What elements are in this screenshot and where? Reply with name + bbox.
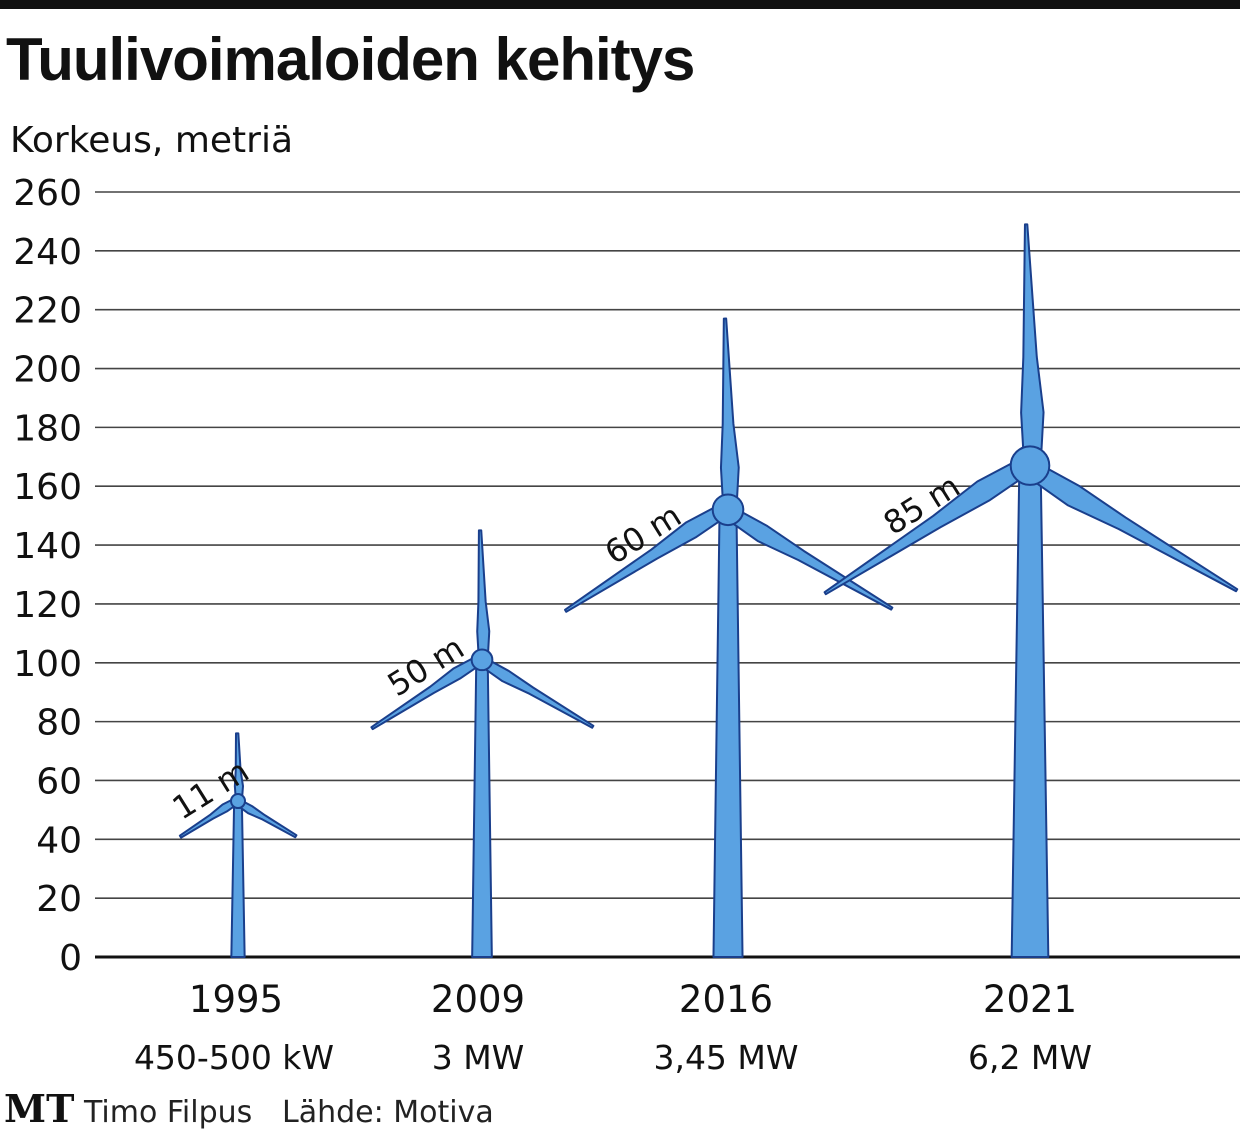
tower — [712, 508, 744, 958]
x-tick-label: 2016 — [679, 978, 773, 1021]
turbine-2009: 50 m — [370, 529, 595, 958]
y-tick-label: 220 — [13, 291, 82, 332]
tower — [1010, 464, 1050, 958]
power-label: 6,2 MW — [968, 1038, 1092, 1077]
turbine-2016: 60 m — [564, 317, 894, 958]
hub — [1009, 445, 1051, 486]
y-tick-label: 160 — [13, 467, 82, 508]
blade — [478, 656, 595, 729]
author-credit: Timo Filpus — [83, 1095, 252, 1129]
top-rule — [0, 0, 1240, 9]
y-tick-label: 60 — [36, 761, 82, 802]
turbine-1995: 11 m — [166, 732, 298, 958]
y-axis-label: Korkeus, metriä — [10, 120, 293, 161]
y-tick-label: 80 — [36, 703, 82, 744]
power-label: 450-500 kW — [134, 1038, 334, 1077]
chart-title: Tuulivoimaloiden kehitys — [6, 26, 694, 93]
x-tick-label: 2021 — [983, 978, 1077, 1021]
hub — [470, 648, 494, 672]
blade — [722, 504, 894, 611]
y-tick-label: 120 — [13, 585, 82, 626]
y-tick-label: 0 — [59, 938, 82, 979]
hub — [711, 493, 745, 527]
turbine-2021: 85 m — [823, 223, 1239, 958]
y-tick-label: 140 — [13, 526, 82, 567]
source-credit: Lähde: Motiva — [282, 1095, 494, 1129]
y-tick-label: 40 — [36, 820, 82, 861]
y-tick-label: 20 — [36, 879, 82, 920]
hub — [230, 793, 246, 810]
x-tick-label: 2009 — [431, 978, 525, 1021]
y-tick-label: 100 — [13, 644, 82, 685]
tower — [471, 658, 493, 958]
y-tick-label: 200 — [13, 350, 82, 391]
y-tick-label: 260 — [13, 173, 82, 214]
power-label: 3,45 MW — [653, 1038, 798, 1077]
blade — [235, 798, 298, 839]
blade — [1023, 459, 1239, 593]
blade — [719, 317, 740, 511]
mt-logo: MT — [4, 1086, 74, 1129]
blade — [476, 529, 491, 661]
blade — [1020, 223, 1045, 467]
power-label: 3 MW — [432, 1038, 525, 1077]
y-tick-label: 180 — [13, 408, 82, 449]
tower — [230, 800, 246, 958]
y-tick-label: 240 — [13, 232, 82, 273]
x-tick-label: 1995 — [189, 978, 283, 1021]
